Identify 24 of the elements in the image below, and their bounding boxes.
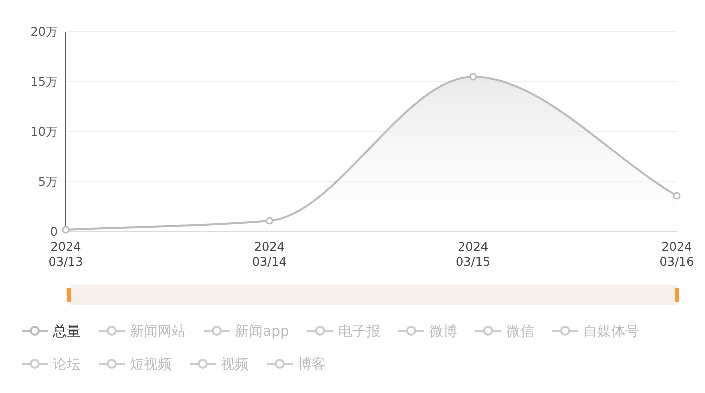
- legend-label: 电子报: [338, 324, 380, 340]
- y-tick-label: 5万: [38, 175, 58, 189]
- y-tick-label: 0: [50, 225, 58, 239]
- legend-label: 总量: [52, 324, 81, 340]
- y-tick-label: 10万: [30, 125, 58, 139]
- legend-label: 微信: [506, 324, 534, 340]
- point: [266, 217, 274, 225]
- legend-label: 短视频: [130, 357, 172, 373]
- x-tick-label: 2024 03/13: [48, 240, 84, 269]
- legend-label: 新闻网站: [130, 324, 186, 340]
- legend-label: 自媒体号: [583, 324, 640, 340]
- point: [62, 226, 70, 234]
- legend-label: 博客: [298, 357, 326, 373]
- point: [673, 192, 681, 200]
- legend-label: 新闻app: [235, 324, 290, 340]
- y-tick-label: 20万: [30, 25, 58, 39]
- point: [470, 73, 478, 81]
- legend-label: 论坛: [53, 357, 81, 373]
- x-tick-label: 2024 03/14: [252, 240, 287, 269]
- y-tick-label: 15万: [30, 75, 58, 89]
- x-tick-label: 2024 03/15: [456, 240, 491, 269]
- legend-label: 视频: [221, 357, 249, 373]
- x-tick-label: 2024 03/16: [660, 240, 694, 269]
- legend-label: 微博: [429, 324, 458, 340]
